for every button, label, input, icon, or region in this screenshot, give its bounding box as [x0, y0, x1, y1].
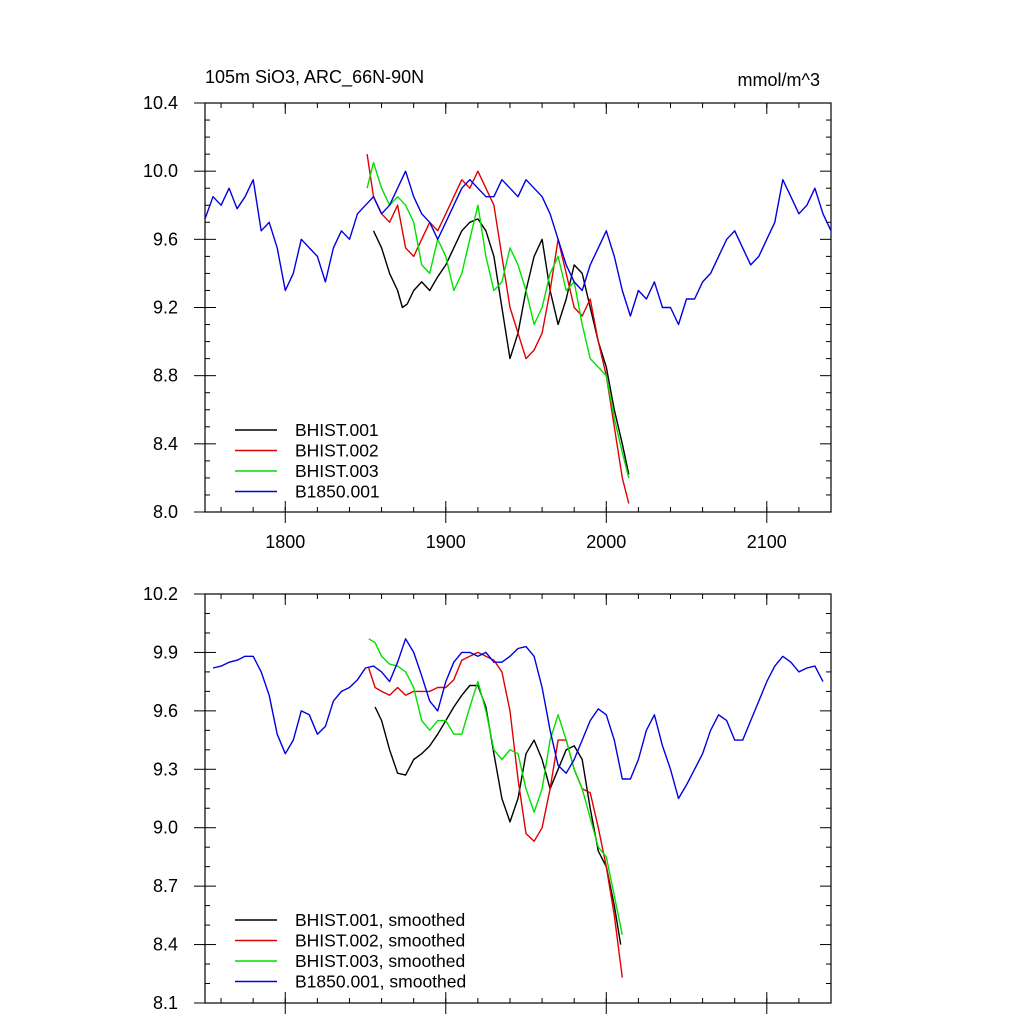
y-tick-label: 8.7 — [153, 876, 178, 896]
legend-label: B1850.001 — [295, 482, 380, 502]
x-tick-label: 1900 — [426, 532, 466, 552]
legend-label: BHIST.002 — [295, 441, 379, 461]
x-tick-label: 2100 — [747, 532, 787, 552]
legend-label: BHIST.001 — [295, 420, 379, 440]
series-line-bhist-002 — [366, 153, 630, 504]
y-tick-label: 10.4 — [143, 93, 178, 113]
y-tick-label: 8.1 — [153, 993, 178, 1013]
series-line-b1850-001 — [205, 170, 831, 326]
series-line-bhist-003 — [368, 638, 623, 935]
y-tick-label: 8.4 — [153, 434, 178, 454]
y-tick-label: 9.9 — [153, 642, 178, 662]
bottom-panel: 8.1 8.4 8.7 9.0 9.3 9.6 9.9 10.2 BHIST.001, smoo… — [143, 584, 832, 1014]
top-panel: 1800 1900 2000 2100 8.0 8.4 8.8 9.2 9.6 10.0 10.4 B… — [143, 93, 832, 552]
y-tick-label: 9.0 — [153, 818, 178, 838]
x-tick-label: 2000 — [586, 532, 626, 552]
y-tick-label: 10.0 — [143, 161, 178, 181]
series-line-bhist-001 — [372, 218, 630, 475]
y-tick-label: 9.3 — [153, 759, 178, 779]
series-line-b1850-001 — [212, 638, 824, 800]
series-group — [212, 638, 824, 978]
plot-frame — [204, 593, 832, 1004]
series-line-bhist-003 — [366, 161, 630, 479]
y-tick-label: 8.4 — [153, 935, 178, 955]
x-tick-label: 1800 — [265, 532, 305, 552]
series-group — [205, 153, 831, 504]
y-tick-label: 9.6 — [153, 229, 178, 249]
chart-title: 105m SiO3, ARC_66N-90N — [205, 67, 424, 88]
series-line-bhist-001 — [374, 684, 622, 945]
legend-label: BHIST.003 — [295, 461, 379, 481]
y-tick-label: 9.6 — [153, 701, 178, 721]
legend-label: BHIST.002, smoothed — [295, 931, 465, 951]
y-tick-label: 10.2 — [143, 584, 178, 604]
y-tick-label: 8.8 — [153, 366, 178, 386]
legend-label: BHIST.003, smoothed — [295, 951, 465, 971]
units-label: mmol/m^3 — [738, 70, 820, 90]
y-tick-label: 8.0 — [153, 502, 178, 522]
legend-label: BHIST.001, smoothed — [295, 910, 465, 930]
y-tick-label: 9.2 — [153, 298, 178, 318]
legend-label: B1850.001, smoothed — [295, 972, 466, 992]
